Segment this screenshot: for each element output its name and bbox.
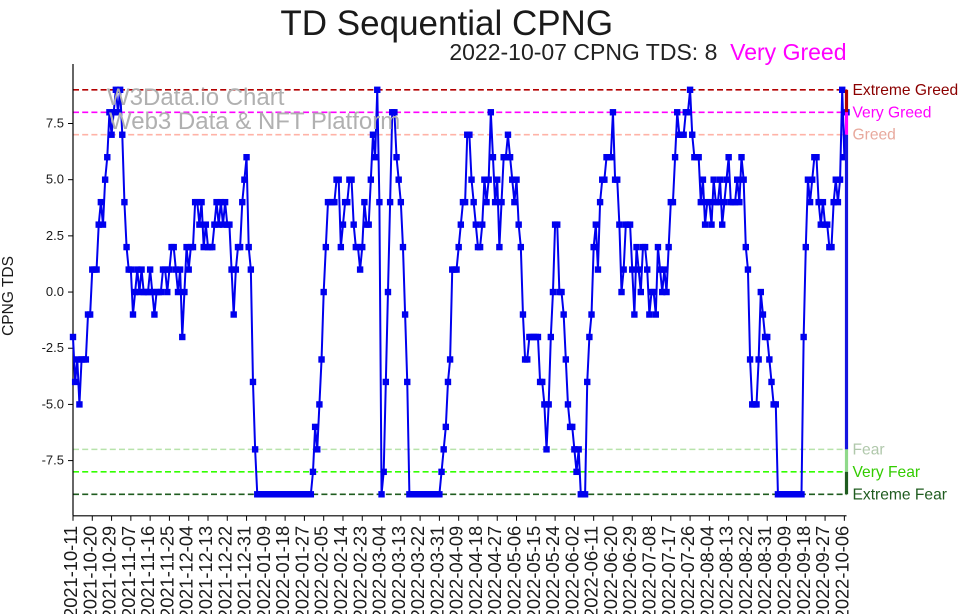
svg-text:2022-03-13: 2022-03-13 xyxy=(388,526,409,614)
svg-text:2022-06-29: 2022-06-29 xyxy=(619,526,640,614)
svg-text:2022-02-05: 2022-02-05 xyxy=(311,526,332,614)
svg-text:2021-12-13: 2021-12-13 xyxy=(195,526,216,614)
svg-text:2022-08-22: 2022-08-22 xyxy=(735,526,756,614)
svg-text:5.0: 5.0 xyxy=(46,172,64,187)
svg-text:-7.5: -7.5 xyxy=(42,453,64,468)
svg-text:2022-09-27: 2022-09-27 xyxy=(812,526,833,614)
svg-text:2022-05-06: 2022-05-06 xyxy=(504,526,525,614)
svg-text:Very Greed: Very Greed xyxy=(853,104,932,121)
svg-text:2022-05-15: 2022-05-15 xyxy=(523,526,544,614)
svg-text:2022-05-24: 2022-05-24 xyxy=(542,526,563,614)
svg-text:2022-04-09: 2022-04-09 xyxy=(446,526,467,614)
svg-text:2022-09-09: 2022-09-09 xyxy=(774,526,795,614)
svg-text:2022-03-04: 2022-03-04 xyxy=(369,526,390,614)
svg-text:2022-03-31: 2022-03-31 xyxy=(426,526,447,614)
svg-text:2021-11-16: 2021-11-16 xyxy=(137,526,158,614)
svg-text:Extreme Fear: Extreme Fear xyxy=(853,486,947,503)
svg-text:2021-10-11: 2021-10-11 xyxy=(60,526,81,614)
svg-text:2022-06-20: 2022-06-20 xyxy=(600,526,621,614)
svg-text:2022-02-14: 2022-02-14 xyxy=(330,526,351,614)
svg-text:-5.0: -5.0 xyxy=(42,396,64,411)
svg-text:2021-12-04: 2021-12-04 xyxy=(176,526,197,614)
svg-text:2022-01-27: 2022-01-27 xyxy=(291,526,312,614)
svg-text:Greed: Greed xyxy=(853,127,896,144)
svg-text:-2.5: -2.5 xyxy=(42,340,64,355)
svg-text:2021-12-31: 2021-12-31 xyxy=(234,526,255,614)
svg-text:Very Fear: Very Fear xyxy=(853,464,921,481)
svg-text:2021-11-25: 2021-11-25 xyxy=(156,526,177,614)
svg-text:2022-04-18: 2022-04-18 xyxy=(465,526,486,614)
svg-text:2022-06-02: 2022-06-02 xyxy=(561,526,582,614)
svg-text:2022-07-26: 2022-07-26 xyxy=(677,526,698,614)
svg-text:2022-10-06: 2022-10-06 xyxy=(831,526,852,614)
svg-text:2022-01-18: 2022-01-18 xyxy=(272,526,293,614)
svg-text:2021-11-07: 2021-11-07 xyxy=(118,526,139,614)
svg-text:Web3 Data & NFT Platform: Web3 Data & NFT Platform xyxy=(109,108,400,135)
svg-text:2022-02-23: 2022-02-23 xyxy=(349,526,370,614)
svg-text:W3Data.io Chart: W3Data.io Chart xyxy=(107,84,285,111)
svg-text:2022-07-17: 2022-07-17 xyxy=(658,526,679,614)
svg-text:2022-07-08: 2022-07-08 xyxy=(639,526,660,614)
svg-text:2021-10-20: 2021-10-20 xyxy=(79,526,100,614)
svg-text:0.0: 0.0 xyxy=(46,284,64,299)
svg-text:2022-03-22: 2022-03-22 xyxy=(407,526,428,614)
svg-text:2.5: 2.5 xyxy=(46,228,64,243)
svg-text:2022-01-09: 2022-01-09 xyxy=(253,526,274,614)
svg-text:CPNG TDS: CPNG TDS xyxy=(0,256,17,336)
svg-text:2021-12-22: 2021-12-22 xyxy=(214,526,235,614)
svg-text:Extreme Greed: Extreme Greed xyxy=(853,82,959,99)
svg-text:2022-08-31: 2022-08-31 xyxy=(754,526,775,614)
svg-text:2021-10-29: 2021-10-29 xyxy=(99,526,120,614)
svg-text:7.5: 7.5 xyxy=(46,116,64,131)
svg-text:2022-06-11: 2022-06-11 xyxy=(581,526,602,614)
svg-text:2022-08-04: 2022-08-04 xyxy=(696,526,717,614)
svg-text:2022-04-27: 2022-04-27 xyxy=(484,526,505,614)
svg-text:Fear: Fear xyxy=(853,441,885,458)
svg-text:2022-08-13: 2022-08-13 xyxy=(716,526,737,614)
svg-text:2022-09-18: 2022-09-18 xyxy=(793,526,814,614)
